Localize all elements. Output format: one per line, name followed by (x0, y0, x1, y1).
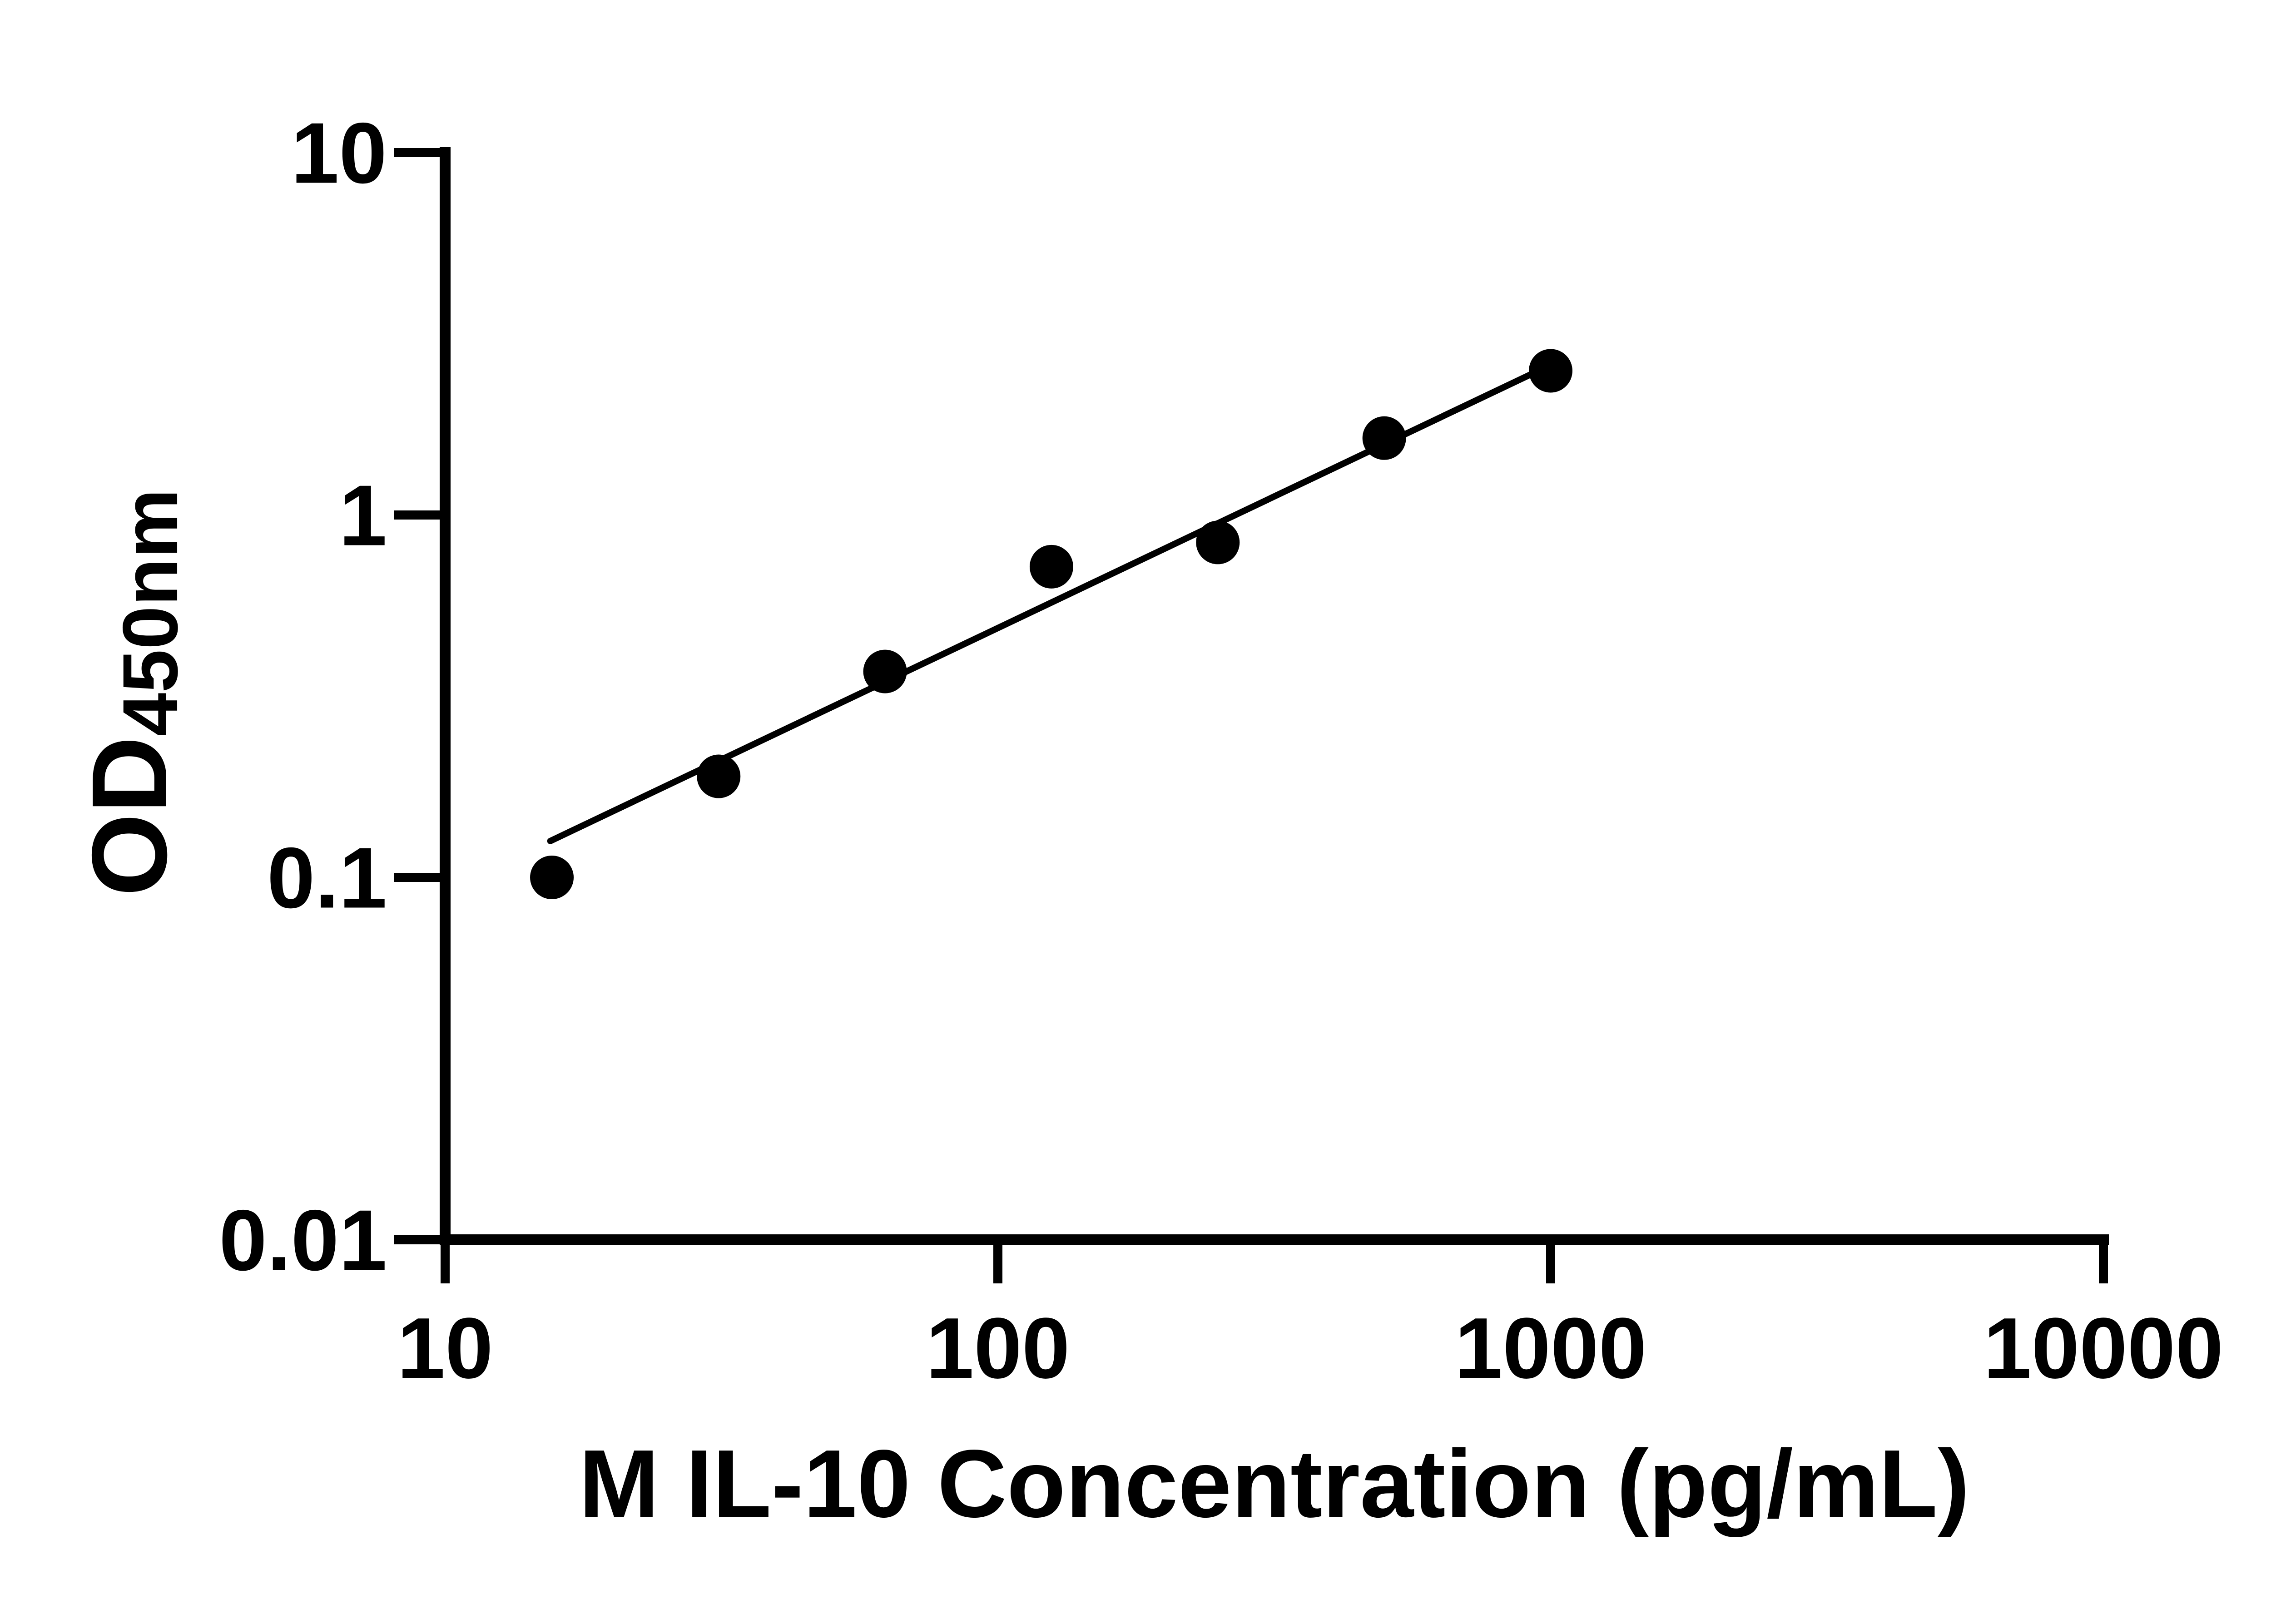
data-point (863, 649, 907, 693)
y-axis-title-subscript: 450nm (107, 489, 194, 737)
data-point (530, 856, 574, 899)
x-tick-label: 1000 (1455, 1300, 1647, 1396)
y-axis-title: OD450nm (69, 489, 194, 896)
x-tick-label: 10 (397, 1300, 493, 1396)
data-point (1529, 349, 1572, 393)
data-point (697, 754, 741, 798)
data-point (1196, 520, 1240, 564)
y-tick-label: 0.01 (219, 1193, 387, 1289)
x-tick-label: 100 (926, 1300, 1070, 1396)
y-axis-title-main: OD (69, 736, 189, 896)
y-tick-label: 1 (339, 468, 387, 564)
y-tick-label: 10 (291, 105, 387, 202)
y-tick-label: 0.1 (267, 830, 387, 926)
data-point (1029, 545, 1073, 589)
x-axis-title: M IL-10 Concentration (pg/mL) (579, 1430, 1970, 1537)
x-tick-label: 10000 (1983, 1300, 2223, 1396)
data-point (1362, 416, 1406, 460)
